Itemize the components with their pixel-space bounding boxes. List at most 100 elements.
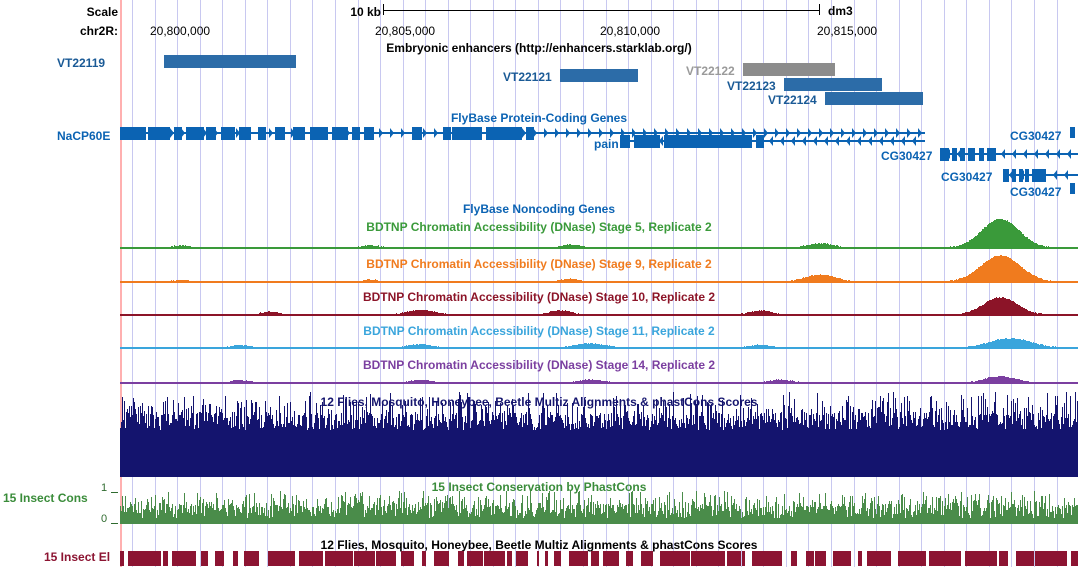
gene-exon[interactable]	[275, 126, 285, 140]
conserved-element-block[interactable]	[299, 551, 323, 566]
conserved-element-block[interactable]	[867, 551, 891, 566]
conserved-element-block[interactable]	[591, 551, 599, 566]
enhancer-block-vt22123[interactable]	[784, 78, 882, 91]
gene-exon[interactable]	[968, 147, 975, 161]
enhancer-label-vt22121[interactable]: VT22121	[503, 70, 552, 84]
conserved-element-block[interactable]	[128, 551, 161, 566]
gene-label-cg30427-d[interactable]: CG30427	[1010, 185, 1062, 199]
gene-exon[interactable]	[756, 134, 764, 148]
gene-exon[interactable]	[186, 126, 196, 140]
conserved-element-block[interactable]	[201, 551, 208, 566]
dnase-stage10-signal[interactable]	[120, 284, 1078, 316]
gene-exon[interactable]	[526, 126, 534, 140]
conserved-element-block[interactable]	[401, 551, 414, 566]
gene-exon[interactable]	[293, 126, 305, 140]
gene-exon[interactable]	[196, 126, 204, 140]
conserved-element-block[interactable]	[898, 551, 926, 566]
multiz-phastcons-signal[interactable]	[120, 392, 1078, 477]
gene-exon[interactable]	[239, 126, 251, 140]
conserved-element-block[interactable]	[233, 551, 238, 566]
conserved-element-block[interactable]	[603, 551, 619, 566]
gene-label-cg30427-a[interactable]: CG30427	[881, 149, 933, 163]
conserved-element-block[interactable]	[434, 551, 449, 566]
dnase-stage5-signal[interactable]	[120, 212, 1078, 249]
conserved-element-block[interactable]	[1071, 551, 1078, 566]
conserved-element-block[interactable]	[660, 551, 690, 566]
gene-exon[interactable]	[634, 134, 660, 148]
conserved-element-block[interactable]	[215, 551, 224, 566]
conserved-element-block[interactable]	[516, 551, 528, 566]
phastcons-signal[interactable]	[120, 491, 1078, 524]
gene-exon[interactable]	[206, 126, 216, 140]
gene-exon[interactable]	[486, 126, 522, 140]
gene-label-pain[interactable]: pain	[594, 137, 619, 151]
conserved-element-block[interactable]	[626, 551, 633, 566]
gene-exon[interactable]	[174, 126, 182, 140]
dnase-stage11-signal[interactable]	[120, 317, 1078, 349]
gene-exon[interactable]	[1019, 168, 1023, 182]
conserved-element-block[interactable]	[742, 551, 745, 566]
gene-exon[interactable]	[364, 126, 374, 140]
enhancer-label-vt22123[interactable]: VT22123	[727, 79, 776, 93]
gene-exon[interactable]	[1025, 168, 1029, 182]
gene-exon[interactable]	[352, 126, 360, 140]
conserved-element-block[interactable]	[929, 551, 961, 566]
gene-exon[interactable]	[940, 147, 949, 161]
enhancer-label-vt22122[interactable]: VT22122	[686, 64, 735, 78]
gene-cg30427-c-exon[interactable]	[1070, 127, 1075, 138]
gene-exon[interactable]	[148, 126, 170, 140]
gene-exon[interactable]	[664, 134, 752, 148]
gene-exon[interactable]	[1032, 168, 1046, 182]
enhancer-label-vt22119[interactable]: VT22119	[57, 56, 106, 70]
conserved-element-block[interactable]	[569, 551, 588, 566]
conserved-element-block[interactable]	[858, 551, 862, 566]
conserved-element-block[interactable]	[545, 551, 548, 566]
conserved-element-block[interactable]	[422, 551, 426, 566]
dnase-stage9-signal[interactable]	[120, 250, 1078, 283]
insect-elements-row[interactable]	[120, 546, 1078, 567]
gene-exon[interactable]	[452, 126, 482, 140]
conserved-element-block[interactable]	[727, 551, 741, 566]
enhancer-block-vt22119[interactable]	[164, 55, 296, 68]
conserved-element-block[interactable]	[691, 551, 725, 566]
gene-exon[interactable]	[221, 126, 235, 140]
conserved-element-block[interactable]	[484, 551, 505, 566]
gene-exon[interactable]	[620, 134, 630, 148]
conserved-element-block[interactable]	[268, 551, 295, 566]
gene-exon[interactable]	[120, 126, 146, 140]
conserved-element-block[interactable]	[467, 551, 483, 566]
gene-label-cg30427-c[interactable]: CG30427	[1010, 129, 1062, 143]
conserved-element-block[interactable]	[833, 551, 851, 566]
conserved-element-block[interactable]	[537, 551, 539, 566]
conserved-element-block[interactable]	[354, 551, 375, 566]
gene-exon[interactable]	[412, 126, 422, 140]
gene-cg30427-d-exon[interactable]	[1070, 183, 1075, 194]
gene-exon[interactable]	[258, 126, 266, 140]
enhancer-block-vt22122[interactable]	[743, 63, 835, 76]
conserved-element-block[interactable]	[806, 551, 814, 566]
gene-exon[interactable]	[987, 147, 996, 161]
enhancer-block-vt22124[interactable]	[825, 92, 923, 105]
conserved-element-block[interactable]	[163, 551, 168, 566]
conserved-element-block[interactable]	[791, 551, 797, 566]
gene-exon[interactable]	[443, 126, 451, 140]
conserved-element-block[interactable]	[752, 551, 782, 566]
conserved-element-block[interactable]	[641, 551, 653, 566]
gene-label-cg30427-b[interactable]: CG30427	[941, 170, 993, 184]
conserved-element-block[interactable]	[815, 551, 826, 566]
conserved-element-block[interactable]	[1035, 551, 1067, 566]
enhancer-block-vt22121[interactable]	[560, 69, 638, 82]
conserved-element-block[interactable]	[325, 551, 353, 566]
gene-exon[interactable]	[979, 147, 984, 161]
conserved-element-block[interactable]	[458, 551, 464, 566]
gene-exon[interactable]	[332, 126, 348, 140]
conserved-element-block[interactable]	[999, 551, 1008, 566]
conserved-element-block[interactable]	[244, 551, 259, 566]
conserved-element-block[interactable]	[554, 551, 561, 566]
enhancer-label-vt22124[interactable]: VT22124	[768, 93, 817, 107]
gene-exon[interactable]	[960, 147, 965, 161]
dnase-stage14-signal[interactable]	[120, 351, 1078, 384]
conserved-element-block[interactable]	[507, 551, 512, 566]
gene-exon[interactable]	[1012, 168, 1016, 182]
